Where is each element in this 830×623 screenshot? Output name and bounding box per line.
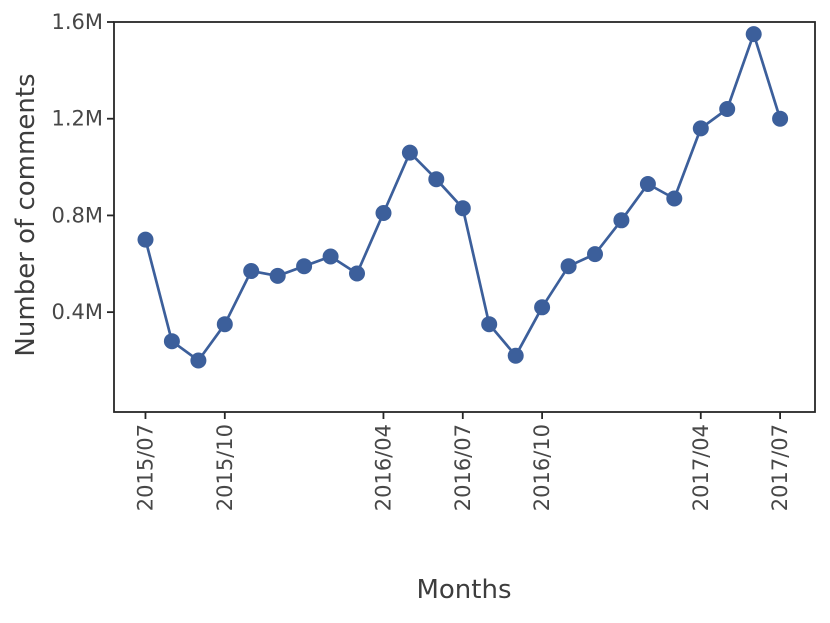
data-point-2017/04 <box>692 120 709 137</box>
y-tick-label: 1.6M <box>51 10 103 34</box>
x-tick-label: 2016/04 <box>371 424 395 511</box>
data-point-2016/01 <box>296 258 313 275</box>
data-point-2017/01 <box>613 212 630 229</box>
data-point-2016/04 <box>375 205 392 221</box>
data-point-2015/11 <box>243 263 260 279</box>
data-point-2016/06 <box>428 171 445 188</box>
data-point-2016/11 <box>560 258 577 275</box>
data-point-2017/05 <box>719 101 736 117</box>
x-tick-label: 2017/07 <box>768 424 792 511</box>
data-point-2015/12 <box>269 267 286 284</box>
y-tick-label: 1.2M <box>51 107 103 131</box>
data-point-2017/06 <box>745 26 762 43</box>
x-tick-label: 2016/10 <box>530 424 554 511</box>
x-tick-label: 2017/04 <box>689 424 713 511</box>
x-tick-label: 2016/07 <box>451 424 475 511</box>
data-point-2016/08 <box>481 316 498 333</box>
data-point-2015/07 <box>137 231 154 248</box>
data-point-2016/09 <box>507 347 524 364</box>
data-point-2016/07 <box>454 200 471 217</box>
data-point-2016/10 <box>534 299 551 316</box>
data-point-2016/02 <box>322 248 339 265</box>
y-axis-label: Number of comments <box>11 73 41 357</box>
y-tick-label: 0.4M <box>51 300 103 324</box>
data-point-2015/10 <box>216 316 233 333</box>
x-tick-label: 2015/07 <box>133 424 157 511</box>
data-point-2016/03 <box>349 265 365 282</box>
y-tick-label: 0.8M <box>51 203 103 227</box>
comments-series-line <box>144 32 782 362</box>
data-point-2017/07 <box>772 110 789 127</box>
data-point-2017/03 <box>666 190 683 207</box>
plot-border <box>113 21 816 413</box>
x-axis-label: Months <box>416 575 512 605</box>
data-point-2016/05 <box>401 144 418 161</box>
data-point-2016/12 <box>587 246 603 263</box>
data-point-2017/02 <box>639 176 656 192</box>
x-tick-label: 2015/10 <box>213 424 237 511</box>
data-point-2015/09 <box>190 352 207 369</box>
data-point-2015/08 <box>163 333 180 350</box>
